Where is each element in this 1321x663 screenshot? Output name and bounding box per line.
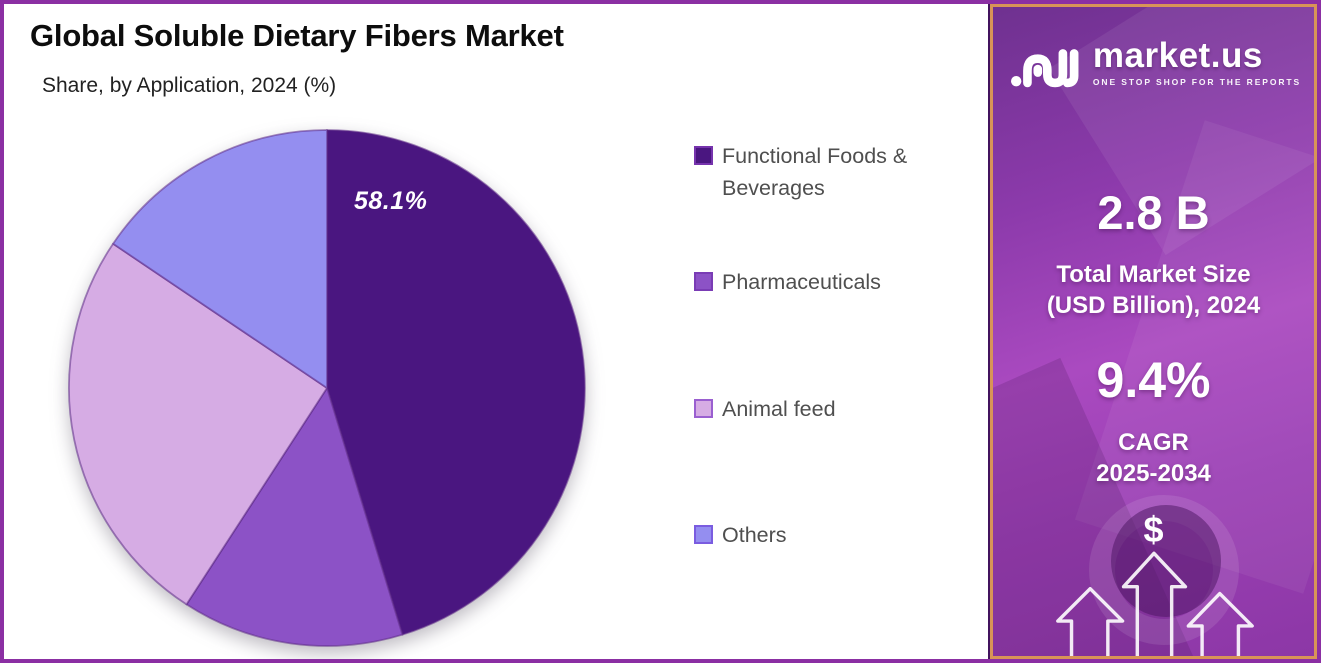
sidebar: market.us ONE STOP SHOP FOR THE REPORTS … (990, 4, 1317, 659)
market-size-value: 2.8 B (1097, 186, 1210, 239)
legend-label: Pharmaceuticals (722, 270, 881, 294)
cagr-label-line1: CAGR (1118, 429, 1189, 456)
legend-label: Others (722, 523, 787, 547)
legend-item-animal-feed: Animal feed (694, 393, 836, 425)
brand-name: market.us (1092, 36, 1263, 75)
cagr-label-line2: 2025-2034 (1096, 460, 1211, 487)
legend-swatch-animal-feed-icon (694, 399, 713, 418)
legend-item-pharmaceuticals: Pharmaceuticals (694, 266, 881, 298)
pie-slice (112, 129, 328, 389)
page-title: Global Soluble Dietary Fibers Market (30, 18, 564, 53)
chart-subtitle: Share, by Application, 2024 (%) (42, 74, 337, 97)
brand-tagline: ONE STOP SHOP FOR THE REPORTS (1092, 77, 1302, 87)
market-size-label-line1: Total Market Size (1056, 261, 1251, 288)
legend-label: Animal feed (722, 397, 836, 421)
pie-data-label: 58.1% (354, 187, 428, 215)
dollar-icon: $ (1143, 509, 1164, 550)
marketus-logo-icon (1010, 49, 1079, 88)
legend-item-others: Others (694, 519, 787, 551)
sidebar-wrap: market.us ONE STOP SHOP FOR THE REPORTS … (988, 4, 1317, 659)
chart-area: Global Soluble Dietary Fibers Market Sha… (4, 4, 988, 659)
cagr-value: 9.4% (1096, 352, 1211, 408)
legend-swatch-others-icon (694, 525, 713, 544)
pie-slice (326, 129, 586, 636)
legend-swatch-pharmaceuticals-icon (694, 272, 713, 291)
market-size-label-line2: (USD Billion), 2024 (1046, 292, 1261, 319)
pie-slice (185, 387, 404, 647)
legend-item-functional-foods: Functional Foods & Beverages (694, 140, 907, 204)
legend-swatch-functional-foods-icon (694, 146, 713, 165)
brand-logo: market.us ONE STOP SHOP FOR THE REPORTS (993, 31, 1314, 95)
growth-arrows-icon (1056, 551, 1254, 656)
cagr-label: CAGR 2025-2034 (993, 427, 1314, 489)
brand-text: market.us ONE STOP SHOP FOR THE REPORTS (1092, 36, 1302, 87)
legend-label: Functional Foods & Beverages (722, 144, 908, 200)
market-size-label: Total Market Size (USD Billion), 2024 (993, 259, 1314, 321)
pie-slice (68, 242, 328, 606)
pie-chart (68, 129, 586, 647)
